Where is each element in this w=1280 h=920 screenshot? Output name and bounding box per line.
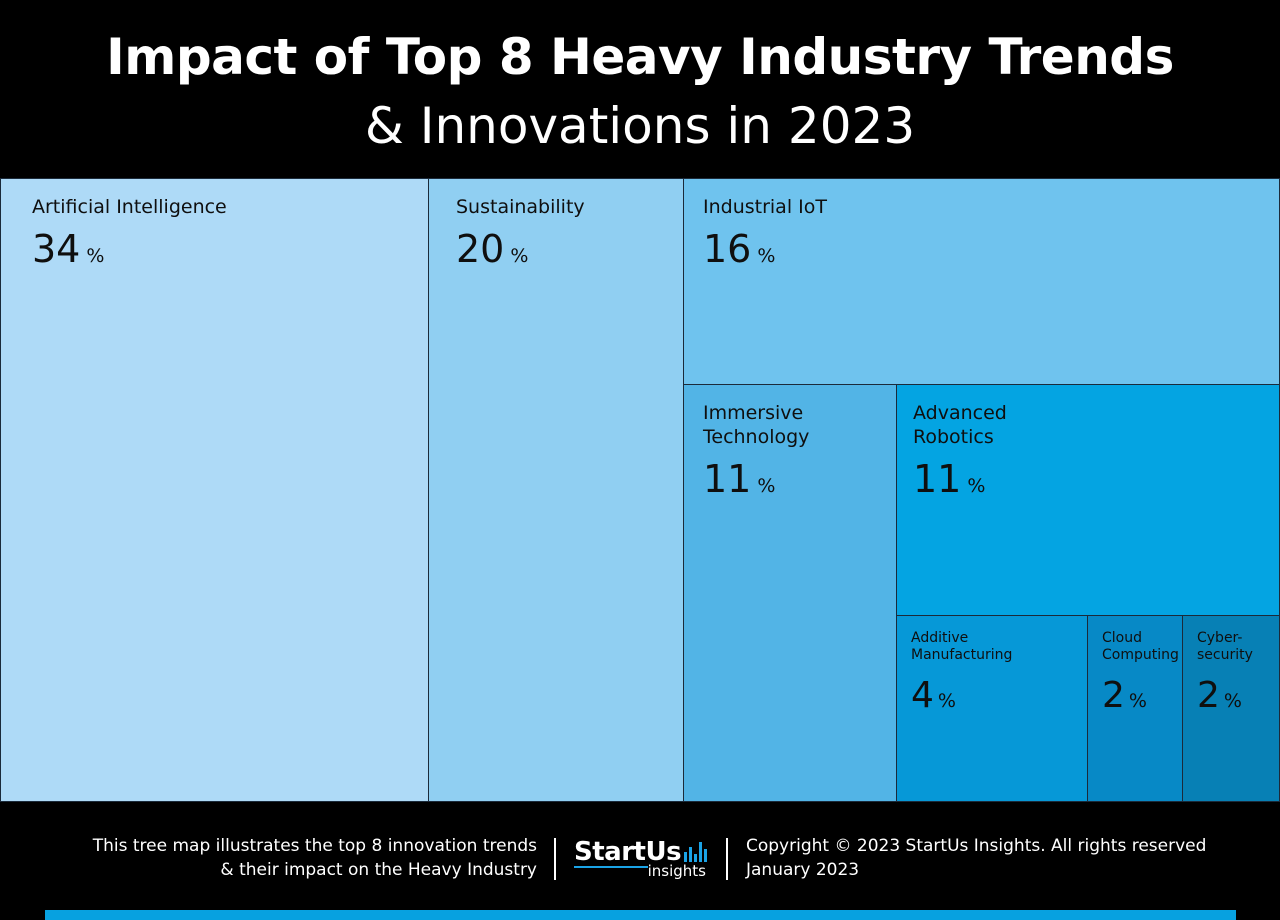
tile-value-unit: % (967, 475, 986, 497)
chart-subtitle: & Innovations in 2023 (364, 97, 916, 155)
tile-value: 11% (703, 457, 775, 508)
tile-label: Sustainability (456, 196, 585, 218)
header: Impact of Top 8 Heavy Industry Trends & … (0, 0, 1280, 178)
startus-logo: StartUs insights (574, 836, 714, 884)
logo-underline (574, 866, 648, 868)
treemap-tile-advanced-robotics: Advanced Robotics 11% (896, 384, 1280, 616)
treemap-tile-cloud-computing: Cloud Computing 2% (1087, 615, 1183, 802)
tile-label: Cloud Computing (1102, 630, 1179, 663)
tile-value-unit: % (937, 690, 956, 712)
tile-value-unit: % (757, 475, 776, 497)
tile-label: Cyber- security (1197, 630, 1253, 663)
treemap-tile-industrial-iot: Industrial IoT 16% (683, 178, 1280, 385)
footer-copyright-block: Copyright © 2023 StartUs Insights. All r… (746, 834, 1206, 882)
tile-label: Additive Manufacturing (911, 630, 1013, 663)
tile-label: Artificial Intelligence (32, 196, 227, 218)
tile-label: Immersive Technology (703, 402, 810, 448)
tile-value-unit: % (1128, 690, 1147, 712)
tile-value-number: 2 (1102, 675, 1125, 716)
tile-label: Industrial IoT (703, 196, 827, 218)
tile-value: 11% (913, 457, 985, 508)
treemap-tile-immersive-technology: Immersive Technology 11% (683, 384, 897, 802)
treemap-tile-additive-manufacturing: Additive Manufacturing 4% (896, 615, 1088, 802)
footer-description: This tree map illustrates the top 8 inno… (93, 834, 537, 882)
tile-value-unit: % (757, 245, 776, 267)
date-text: January 2023 (746, 860, 860, 880)
tile-value-unit: % (86, 245, 105, 267)
chart-title: Impact of Top 8 Heavy Industry Trends (106, 28, 1174, 86)
tile-value-number: 11 (703, 457, 752, 501)
logo-wordmark: StartUs (574, 837, 682, 867)
copyright-text: Copyright © 2023 StartUs Insights. All r… (746, 836, 1207, 856)
tile-value: 2% (1102, 674, 1147, 723)
treemap-tile-sustainability: Sustainability 20% (428, 178, 684, 802)
tile-value: 20% (456, 227, 528, 278)
tile-value-number: 16 (703, 227, 752, 271)
tile-value-unit: % (510, 245, 529, 267)
treemap-tile-artificial-intelligence: Artificial Intelligence 34% (0, 178, 429, 802)
footer-divider-left (554, 838, 556, 880)
footer-divider-right (726, 838, 728, 880)
tile-value: 34% (32, 227, 104, 278)
footer-description-line1: This tree map illustrates the top 8 inno… (92, 836, 537, 856)
tile-value: 4% (911, 674, 956, 723)
tile-label: Advanced Robotics (913, 402, 1007, 448)
tile-value-number: 2 (1197, 675, 1220, 716)
tile-value-number: 4 (911, 675, 934, 716)
treemap: Artificial Intelligence 34% Sustainability… (0, 178, 1280, 802)
bar-chart-icon (684, 842, 708, 862)
tile-value-number: 34 (32, 227, 81, 271)
tile-value: 2% (1197, 674, 1242, 723)
treemap-tile-cyber-security: Cyber- security 2% (1182, 615, 1280, 802)
bottom-accent-strip (45, 910, 1236, 920)
footer-description-line2: & their impact on the Heavy Industry (220, 860, 537, 880)
tile-value-number: 11 (913, 457, 962, 501)
logo-subtext: insights (647, 862, 706, 880)
tile-value-number: 20 (456, 227, 505, 271)
tile-value: 16% (703, 227, 775, 278)
tile-value-unit: % (1223, 690, 1242, 712)
